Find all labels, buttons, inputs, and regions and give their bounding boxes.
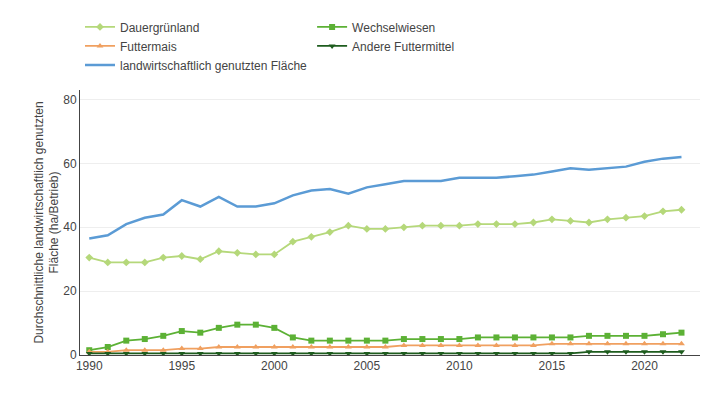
svg-text:1995: 1995 [168, 359, 195, 373]
svg-text:2015: 2015 [539, 359, 566, 373]
svg-text:Dauergrünland: Dauergrünland [120, 21, 199, 35]
svg-text:Futtermais: Futtermais [120, 40, 177, 54]
svg-text:20: 20 [63, 284, 77, 298]
svg-text:Wechselwiesen: Wechselwiesen [352, 21, 435, 35]
svg-text:2020: 2020 [631, 359, 658, 373]
svg-text:40: 40 [63, 220, 77, 234]
svg-text:2005: 2005 [354, 359, 381, 373]
svg-text:60: 60 [63, 157, 77, 171]
svg-text:Durchschnittliche landwirtscha: Durchschnittliche landwirtschaftlich gen… [32, 101, 62, 343]
svg-text:2000: 2000 [261, 359, 288, 373]
svg-text:1990: 1990 [76, 359, 103, 373]
svg-text:0: 0 [70, 348, 77, 362]
svg-text:80: 80 [63, 93, 77, 107]
svg-text:2010: 2010 [446, 359, 473, 373]
svg-text:landwirtschaftlich genutzten F: landwirtschaftlich genutzten Fläche [120, 59, 307, 73]
svg-text:Andere Futtermittel: Andere Futtermittel [352, 40, 454, 54]
